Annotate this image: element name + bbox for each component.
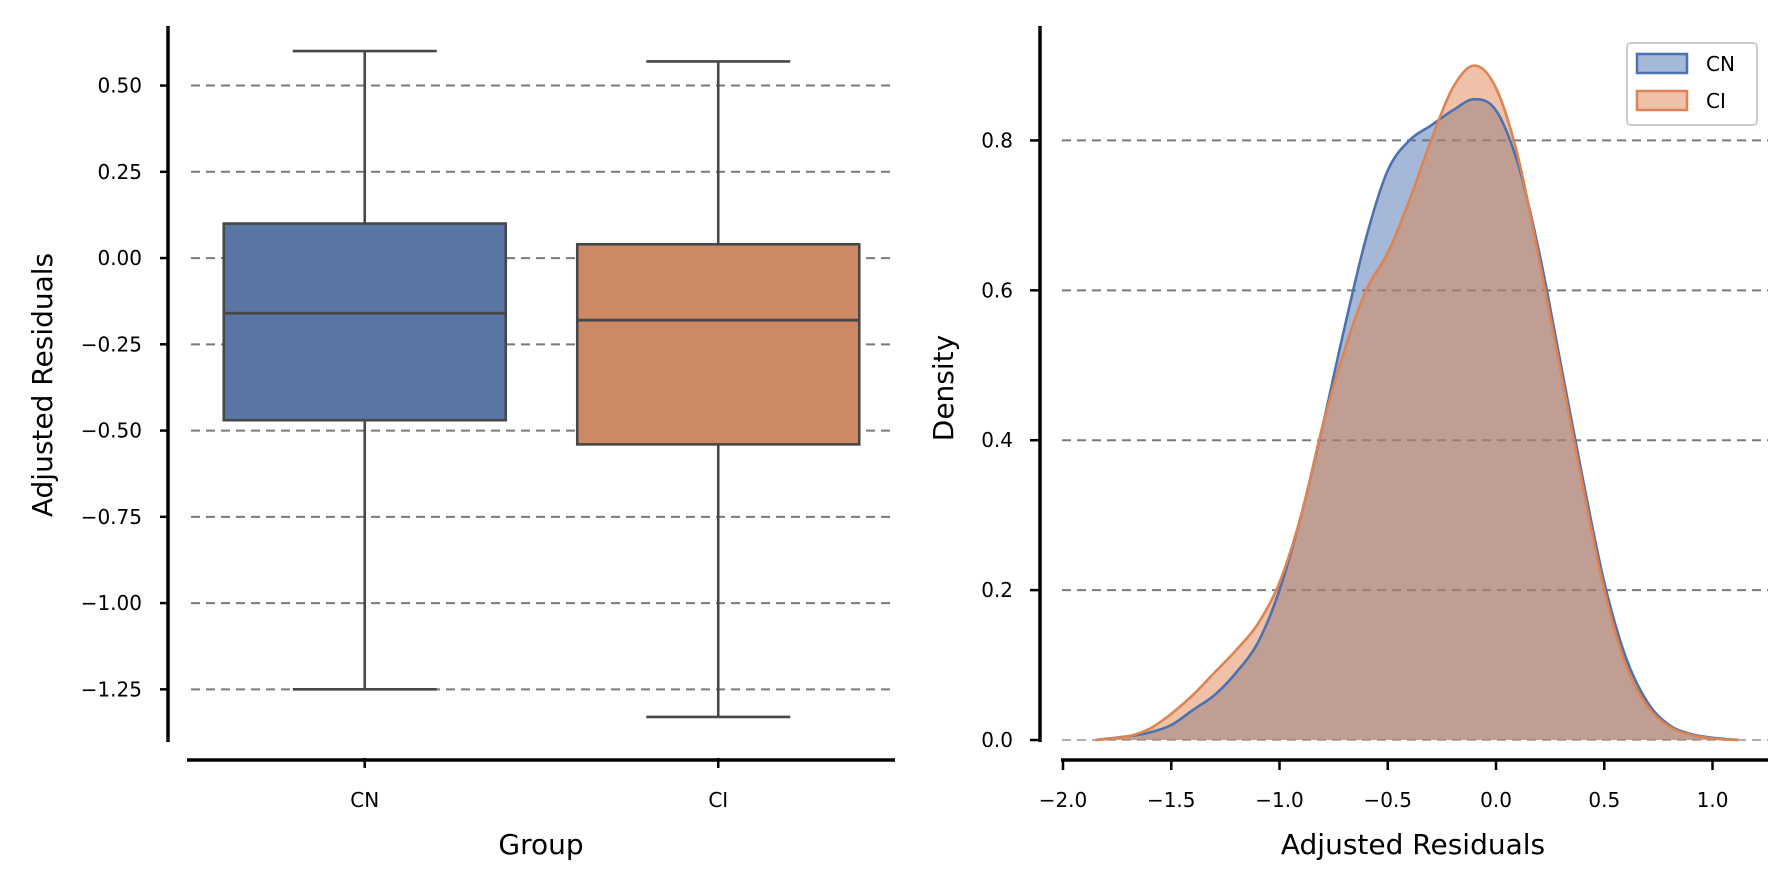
x-tick-label: 0.0 [1480, 788, 1512, 812]
y-tick-label: 0.25 [97, 160, 142, 184]
x-tick-label: −1.5 [1147, 788, 1196, 812]
x-tick-label: CI [708, 788, 728, 812]
y-tick-label: 0.8 [981, 128, 1013, 152]
x-tick-label: 1.0 [1697, 788, 1729, 812]
y-tick-label: 0.50 [97, 74, 142, 98]
x-tick-label: −0.5 [1363, 788, 1412, 812]
legend-swatch-cn [1635, 52, 1689, 75]
y-tick-label: 0.6 [981, 278, 1013, 302]
x-axis-title: Adjusted Residuals [1281, 828, 1545, 861]
x-tick-label: −1.0 [1255, 788, 1304, 812]
y-axis-title: Density [927, 335, 960, 441]
x-tick-label: 0.5 [1588, 788, 1620, 812]
x-tick-label: −2.0 [1039, 788, 1088, 812]
y-tick-label: 0.2 [981, 578, 1013, 602]
y-tick-label: 0.0 [981, 728, 1013, 752]
legend: CN CI [1626, 42, 1758, 126]
y-tick-label: −0.75 [81, 505, 142, 529]
x-tick-label: CN [350, 788, 379, 812]
y-tick-label: −1.25 [81, 677, 142, 701]
legend-label-cn: CN [1706, 52, 1735, 76]
y-axis-title: Adjusted Residuals [26, 253, 59, 517]
density-line-cn [1095, 97, 1739, 742]
legend-swatch-ci [1635, 89, 1689, 112]
box-ci [575, 242, 861, 446]
y-tick-label: 0.00 [97, 246, 142, 270]
box-cn [222, 222, 508, 422]
density-area-ci [1095, 65, 1739, 740]
y-tick-label: −0.50 [81, 419, 142, 443]
density-panel: 0.0 0.2 0.4 0.6 0.8 −2.0 −1.5 −1.0 −0.5 0.0 0.5 1.0… [927, 26, 1768, 861]
x-axis-title: Group [498, 828, 583, 861]
y-tick-label: −0.25 [81, 332, 142, 356]
y-tick-label: 0.4 [981, 428, 1013, 452]
legend-label-ci: CI [1706, 89, 1726, 113]
density-line-ci [1095, 64, 1739, 742]
y-tick-label: −1.00 [81, 591, 142, 615]
boxplot-panel: 0.50 0.25 0.00 −0.25 −0.50 −0.75 −1.00 −1.25 CN C… [26, 26, 895, 861]
